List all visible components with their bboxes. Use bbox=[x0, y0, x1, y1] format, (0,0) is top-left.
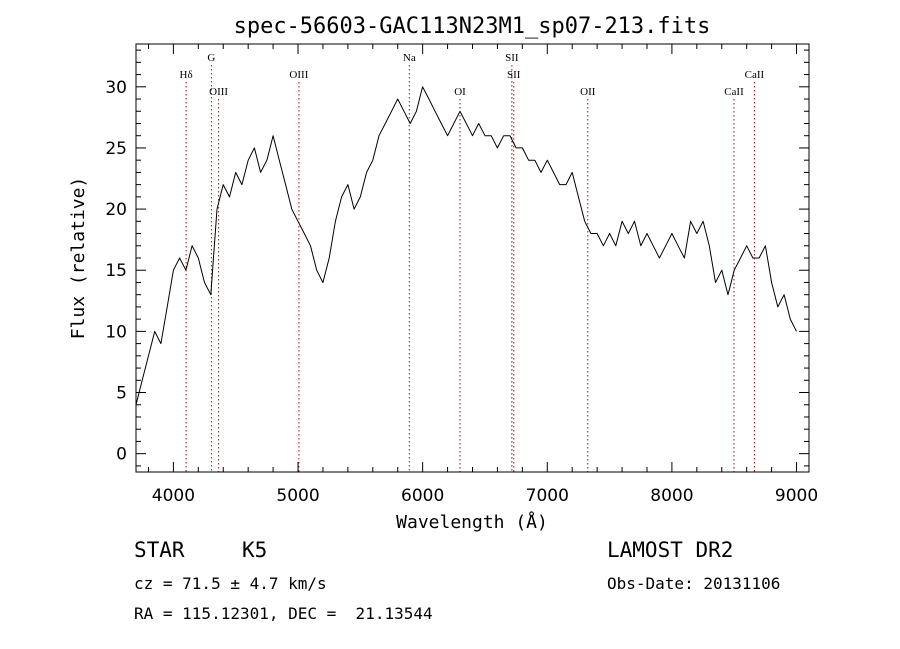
x-tick-label: 6000 bbox=[401, 486, 444, 506]
x-tick-label: 4000 bbox=[152, 486, 195, 506]
x-tick-label: 9000 bbox=[775, 486, 818, 506]
observation-date: Obs-Date: 20131106 bbox=[607, 574, 781, 593]
y-tick-label: 20 bbox=[105, 200, 127, 220]
line-label: SII bbox=[507, 69, 521, 81]
line-label: OII bbox=[580, 86, 596, 98]
plot-frame bbox=[135, 43, 810, 473]
survey-name: LAMOST DR2 bbox=[607, 538, 734, 562]
x-tick-label: 8000 bbox=[650, 486, 693, 506]
x-tick-label: 5000 bbox=[276, 486, 319, 506]
line-label: SII bbox=[505, 52, 519, 64]
y-tick-label: 25 bbox=[105, 139, 127, 159]
y-tick-label: 15 bbox=[105, 261, 127, 281]
x-tick-label: 7000 bbox=[526, 486, 569, 506]
line-label: OIII bbox=[289, 69, 308, 81]
line-label: G bbox=[207, 52, 215, 64]
y-tick-label: 30 bbox=[105, 78, 127, 98]
line-label: OIII bbox=[209, 86, 228, 98]
y-tick-label: 5 bbox=[116, 384, 127, 404]
chart-title: spec-56603-GAC113N23M1_sp07-213.fits bbox=[234, 14, 711, 39]
redshift-readout: cz = 71.5 ± 4.7 km/s bbox=[134, 574, 327, 593]
x-axis-label: Wavelength (Å) bbox=[396, 511, 548, 533]
flux-series-line bbox=[135, 86, 797, 405]
line-label: CaII bbox=[724, 86, 744, 98]
coordinates-readout: RA = 115.12301, DEC = 21.13544 bbox=[134, 604, 433, 623]
line-label: Hδ bbox=[180, 69, 193, 81]
line-label: Na bbox=[403, 52, 416, 64]
axis-ticks: 4000 5000 6000 7000 8000 9000 0 5 10 15 20 25 30 bbox=[105, 44, 818, 506]
y-axis-label: Flux (relative) bbox=[68, 177, 89, 340]
line-label: OI bbox=[454, 86, 466, 98]
line-label: CaII bbox=[745, 69, 765, 81]
y-tick-label: 10 bbox=[105, 322, 127, 342]
object-class: STAR bbox=[134, 538, 185, 562]
object-subclass: K5 bbox=[242, 538, 268, 562]
y-tick-label: 0 bbox=[116, 445, 127, 465]
